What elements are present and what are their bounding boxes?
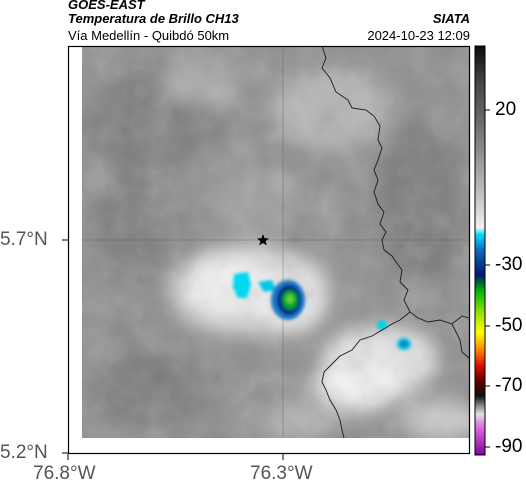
product-title: Temperatura de Brillo CH13 (68, 11, 239, 26)
lat-label-north: 5.7°N (0, 229, 48, 250)
satellite-image (82, 46, 469, 438)
boundary-line-east (451, 323, 469, 359)
colorbar-ticks (485, 109, 490, 448)
satellite-name: GOES-EAST (68, 0, 145, 12)
colorbar-label: -30 (495, 254, 523, 275)
lat-label-south: 5.2°N (0, 442, 48, 463)
source-label: SIATA (432, 11, 470, 26)
map-frame (67, 45, 471, 455)
region-label: Vía Medellín - Quibdó 50km (68, 28, 230, 43)
colorbar-label: 20 (495, 99, 517, 120)
colorbar-label: -50 (495, 315, 523, 336)
colorbar-label: -90 (495, 436, 523, 457)
datetime-label: 2024-10-23 12:09 (367, 28, 470, 43)
star-icon (257, 234, 269, 246)
boundary-line-south (321, 311, 411, 438)
colorbar (474, 45, 486, 456)
lon-label-west: 76.8°W (33, 463, 96, 484)
lon-label-east: 76.3°W (250, 463, 313, 484)
colorbar-label: -70 (495, 375, 523, 396)
boundary-line (321, 46, 469, 325)
